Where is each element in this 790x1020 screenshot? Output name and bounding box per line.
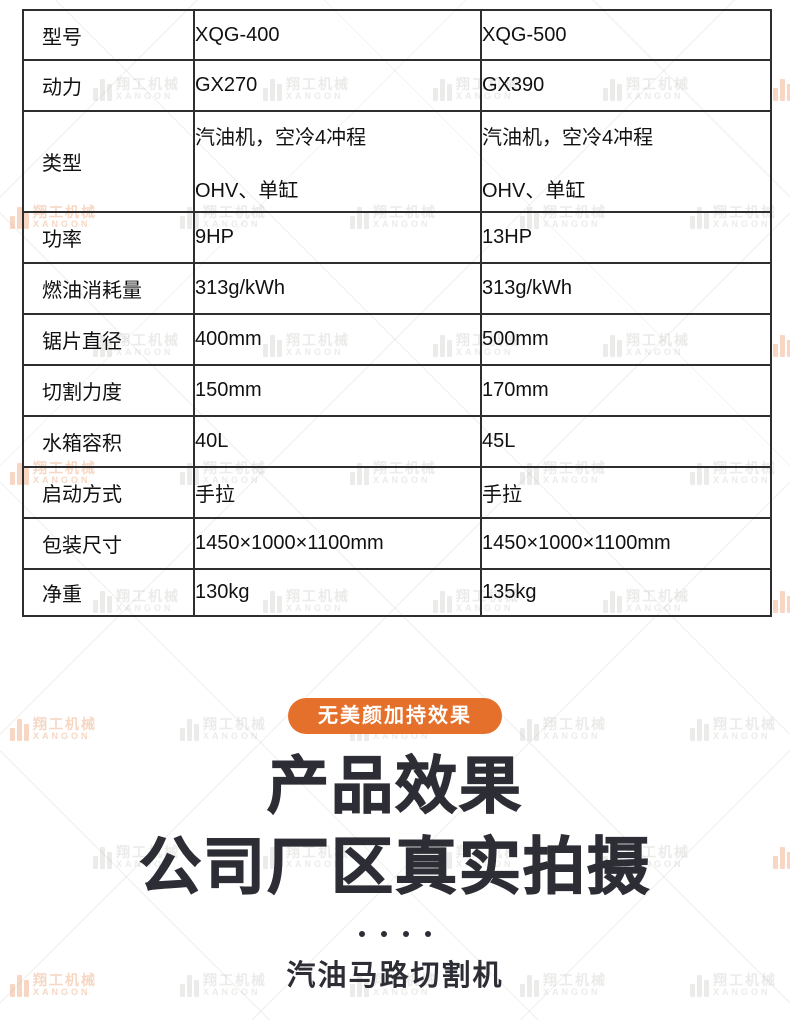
- spec-value: XQG-500: [480, 9, 772, 61]
- table-row-start: 启动方式 手拉 手拉: [22, 466, 772, 519]
- spec-table: 型号 XQG-400 XQG-500 动力 GX270 GX390 类型 汽油机…: [22, 9, 772, 617]
- section-subtitle: 汽油马路切割机: [286, 960, 504, 992]
- brand-logo-icon: [773, 589, 790, 614]
- spec-value: 150mm: [193, 364, 482, 417]
- section-title-line1: 产品效果: [266, 751, 523, 821]
- table-row-fuel: 燃油消耗量 313g/kWh 313g/kWh: [22, 262, 772, 315]
- spec-label: 型号: [22, 9, 195, 61]
- dots-separator: [0, 930, 790, 938]
- spec-value: 40L: [193, 415, 482, 468]
- spec-label: 启动方式: [22, 466, 195, 519]
- brand-logo-icon: [773, 333, 790, 358]
- no-filter-badge: 无美颜加持效果: [288, 698, 502, 734]
- spec-value: 45L: [480, 415, 772, 468]
- spec-value: GX270: [193, 59, 482, 112]
- spec-value: 汽油机，空冷4冲程 OHV、单缸: [480, 110, 772, 213]
- spec-value-line: OHV、单缸: [195, 179, 299, 202]
- spec-value: 1450×1000×1100mm: [480, 517, 772, 570]
- table-row-cut-depth: 切割力度 150mm 170mm: [22, 364, 772, 417]
- table-row-type: 类型 汽油机，空冷4冲程 OHV、单缸 汽油机，空冷4冲程 OHV、单缸: [22, 110, 772, 213]
- table-row-blade: 锯片直径 400mm 500mm: [22, 313, 772, 366]
- section-title-line2: 公司厂区真实拍摄: [138, 832, 651, 902]
- section-titles: 产品效果 公司厂区真实拍摄: [0, 746, 790, 908]
- spec-value: 9HP: [193, 211, 482, 264]
- table-row-model: 型号 XQG-400 XQG-500: [22, 9, 772, 61]
- spec-label: 类型: [22, 110, 195, 213]
- spec-value: 手拉: [480, 466, 772, 519]
- dot: [403, 931, 409, 937]
- table-row-weight: 净重 130kg 135kg: [22, 568, 772, 617]
- spec-value: XQG-400: [193, 9, 482, 61]
- spec-value: 313g/kWh: [480, 262, 772, 315]
- spec-value: 手拉: [193, 466, 482, 519]
- spec-label: 切割力度: [22, 364, 195, 417]
- spec-label: 燃油消耗量: [22, 262, 195, 315]
- spec-value: 1450×1000×1100mm: [193, 517, 482, 570]
- dot: [381, 931, 387, 937]
- table-row-tank: 水箱容积 40L 45L: [22, 415, 772, 468]
- spec-value: 135kg: [480, 568, 772, 617]
- spec-value: 400mm: [193, 313, 482, 366]
- spec-value: 500mm: [480, 313, 772, 366]
- spec-label: 包装尺寸: [22, 517, 195, 570]
- dot: [425, 931, 431, 937]
- table-row-engine: 动力 GX270 GX390: [22, 59, 772, 112]
- spec-value-line: 汽油机，空冷4冲程: [195, 126, 367, 149]
- spec-value-line: 汽油机，空冷4冲程: [482, 126, 654, 149]
- spec-label: 锯片直径: [22, 313, 195, 366]
- spec-value: GX390: [480, 59, 772, 112]
- spec-label: 动力: [22, 59, 195, 112]
- table-row-power: 功率 9HP 13HP: [22, 211, 772, 264]
- spec-label: 功率: [22, 211, 195, 264]
- brand-logo-icon: [773, 77, 790, 102]
- product-effect-section: 无美颜加持效果 产品效果 公司厂区真实拍摄 汽油马路切割机: [0, 698, 790, 994]
- spec-label: 水箱容积: [22, 415, 195, 468]
- spec-value: 170mm: [480, 364, 772, 417]
- spec-label: 净重: [22, 568, 195, 617]
- table-row-package: 包装尺寸 1450×1000×1100mm 1450×1000×1100mm: [22, 517, 772, 570]
- dot: [359, 931, 365, 937]
- spec-value: 130kg: [193, 568, 482, 617]
- spec-value-line: OHV、单缸: [482, 179, 586, 202]
- spec-value: 汽油机，空冷4冲程 OHV、单缸: [193, 110, 482, 213]
- spec-value: 313g/kWh: [193, 262, 482, 315]
- spec-value: 13HP: [480, 211, 772, 264]
